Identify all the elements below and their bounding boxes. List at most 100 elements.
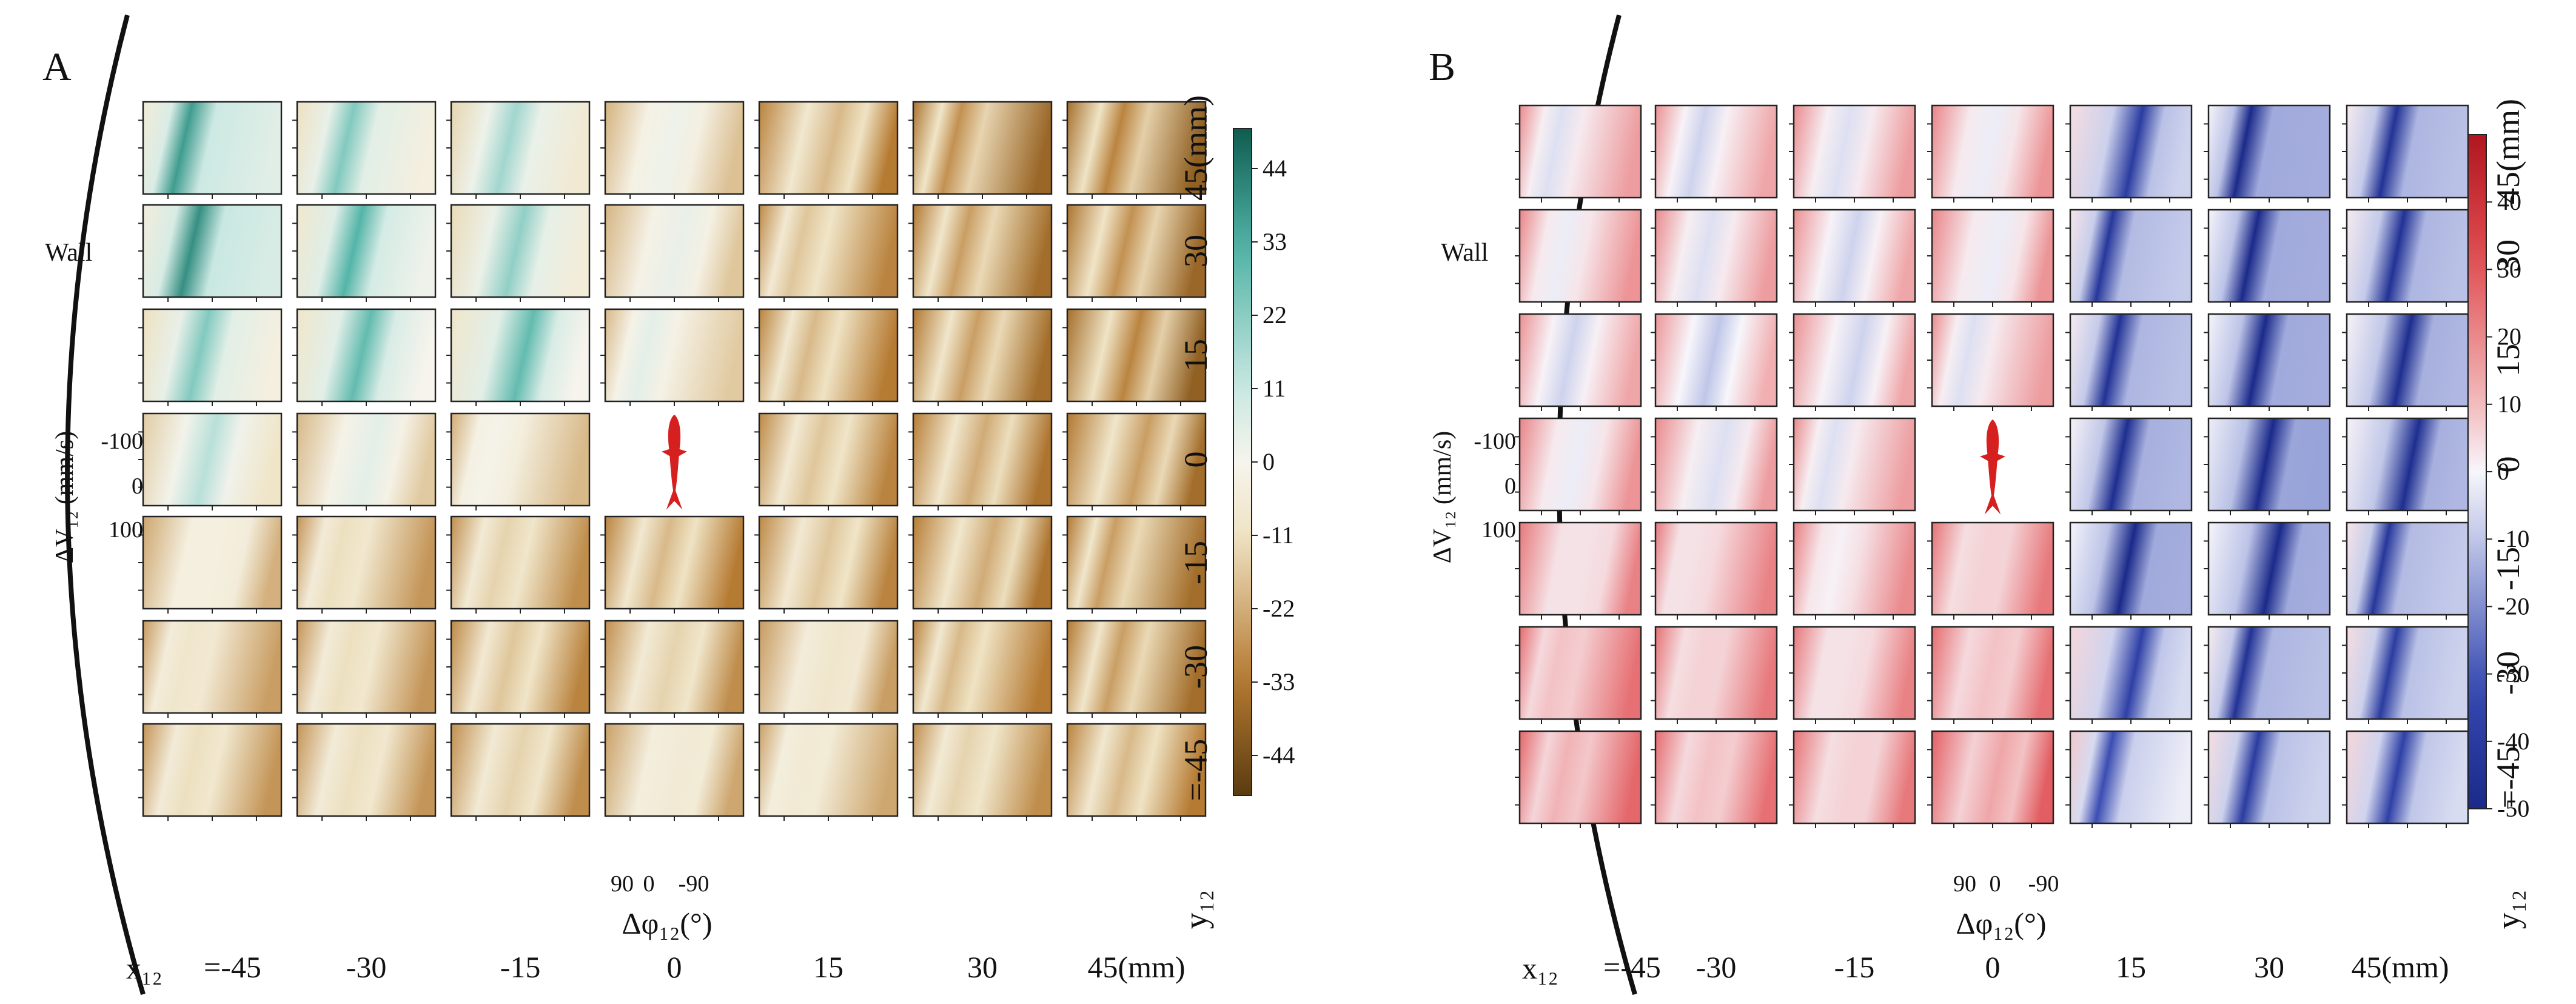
heatmap-cell xyxy=(1062,723,1207,821)
panel-b-colorbar xyxy=(2467,134,2487,809)
heatmap-cell-fill xyxy=(2209,731,2330,823)
heatmap-cell xyxy=(292,723,437,821)
x-tick-label: 15 xyxy=(813,950,844,984)
heatmap-cell xyxy=(908,101,1053,199)
panel-b-x-axis-label: x₁₂ xyxy=(1522,951,1558,985)
heatmap-cell xyxy=(1927,209,2054,307)
heatmap-cell xyxy=(2065,313,2193,411)
heatmap-cell xyxy=(446,204,591,302)
heatmap-cell-fill xyxy=(1067,413,1206,506)
heatmap-cell xyxy=(1980,419,2005,515)
heatmap-cell-fill xyxy=(1067,517,1206,609)
heatmap-cell-fill xyxy=(1067,205,1206,297)
heatmap-cell-fill xyxy=(2070,105,2192,198)
heatmap-cell-fill xyxy=(605,621,743,713)
panel-b-y-axis-label: y₁₂ xyxy=(2490,890,2526,929)
heatmap-cell xyxy=(1062,620,1207,718)
heatmap-cell xyxy=(2065,104,2193,202)
heatmap-cell-fill xyxy=(143,413,281,506)
heatmap-cell xyxy=(2065,626,2193,724)
colorbar-tick-label: 0 xyxy=(1263,448,1275,475)
heatmap-cell-fill xyxy=(297,621,435,713)
heatmap-cell xyxy=(600,620,745,718)
fish-icon xyxy=(662,414,687,510)
panel-b-inset-ylabel: ΔV₁₂ (mm/s) xyxy=(1429,431,1457,563)
heatmap-cell-fill xyxy=(2347,210,2468,302)
heatmap-cell-fill xyxy=(297,309,435,401)
heatmap-cell xyxy=(138,308,283,406)
heatmap-cell xyxy=(2204,730,2331,828)
heatmap-cell xyxy=(1789,417,1916,515)
heatmap-cell-fill xyxy=(913,724,1052,816)
heatmap-cell xyxy=(292,620,437,718)
y-tick-label: 15 xyxy=(2490,344,2526,376)
heatmap-cell-fill xyxy=(2347,418,2468,510)
heatmap-cell xyxy=(754,723,899,821)
panel-a-inset-ytick-mid: 0 xyxy=(132,474,143,499)
panel-a-y-tick-labels: 45(mm) 30 15 0 -15 -30 =-45 xyxy=(1178,95,1214,801)
heatmap-cell xyxy=(292,101,437,199)
heatmap-cell-fill xyxy=(451,724,589,816)
heatmap-cell xyxy=(1515,730,1642,828)
panel-a-inset-ylabel: ΔV₁₂ (mm/s) xyxy=(51,431,79,563)
heatmap-cell-fill xyxy=(1794,210,1915,302)
heatmap-cell-fill xyxy=(759,517,897,609)
heatmap-cell-fill xyxy=(143,621,281,713)
heatmap-cell-fill xyxy=(913,205,1052,297)
heatmap-cell xyxy=(1515,209,1642,307)
colorbar-tick-label: -20 xyxy=(2497,592,2529,620)
heatmap-cell xyxy=(754,308,899,406)
heatmap-cell xyxy=(2342,417,2469,515)
heatmap-cell xyxy=(754,204,899,302)
panel-b-inset-ytick-top: 100 xyxy=(1481,517,1516,543)
panel-a-inset-ytick-bottom: -100 xyxy=(101,429,143,454)
heatmap-cell-fill xyxy=(1655,418,1777,510)
heatmap-cell xyxy=(292,204,437,302)
panel-b-y-tick-labels: 45(mm) 30 15 0 -15 -30 =-45 xyxy=(2490,99,2526,808)
heatmap-cell-fill xyxy=(605,517,743,609)
colorbar-tick-label: 40 xyxy=(2497,188,2521,215)
heatmap-cell-fill xyxy=(1067,621,1206,713)
colorbar-tick-label: 33 xyxy=(1263,228,1287,255)
heatmap-cell xyxy=(446,412,591,510)
heatmap-cell-fill xyxy=(1067,102,1206,194)
heatmap-cell xyxy=(1927,521,2054,620)
x-tick-label: 30 xyxy=(2254,950,2284,984)
heatmap-cell-fill xyxy=(1794,105,1915,198)
panel-a-inset-xtick-right: -90 xyxy=(679,871,709,897)
heatmap-cell xyxy=(1651,626,1778,724)
heatmap-cell xyxy=(2065,730,2193,828)
heatmap-cell xyxy=(1515,626,1642,724)
panel-b-inset-xtick-left: 90 xyxy=(1953,871,1976,897)
y-tick-label: 30 xyxy=(1178,235,1214,267)
heatmap-cell xyxy=(446,620,591,718)
heatmap-cell xyxy=(908,308,1053,406)
colorbar-tick-label: 22 xyxy=(1263,301,1287,329)
heatmap-cell-fill xyxy=(1932,105,2053,198)
x-tick-label: =-45 xyxy=(204,950,261,984)
colorbar-tick-label: -44 xyxy=(1263,741,1295,769)
heatmap-cell xyxy=(600,308,745,406)
heatmap-cell-fill xyxy=(913,517,1052,609)
heatmap-cell xyxy=(908,515,1053,614)
heatmap-cell-fill xyxy=(297,102,435,194)
heatmap-cell xyxy=(908,620,1053,718)
heatmap-cell-fill xyxy=(297,413,435,506)
heatmap-cell-fill xyxy=(2070,627,2192,719)
heatmap-cell-fill xyxy=(759,309,897,401)
panel-a-colorbar-ticks: 44 33 22 11 0 -11 -22 -33 -44 xyxy=(1252,155,1295,769)
heatmap-cell-fill xyxy=(2347,105,2468,198)
heatmap-cell xyxy=(2204,209,2331,307)
y-tick-label: 30 xyxy=(2490,239,2526,272)
heatmap-cell xyxy=(754,412,899,510)
panel-a-inset-xlabel: Δφ₁₂(°) xyxy=(622,906,712,940)
heatmap-cell xyxy=(1515,521,1642,620)
heatmap-cell xyxy=(138,723,283,821)
colorbar-tick-label: 30 xyxy=(2497,255,2521,283)
heatmap-cell xyxy=(2204,104,2331,202)
panel-b-inset-ytick-mid: 0 xyxy=(1504,474,1516,499)
heatmap-cell xyxy=(1062,204,1207,302)
x-tick-label: -30 xyxy=(346,950,387,984)
heatmap-cell xyxy=(1062,308,1207,406)
heatmap-cell xyxy=(1515,104,1642,202)
